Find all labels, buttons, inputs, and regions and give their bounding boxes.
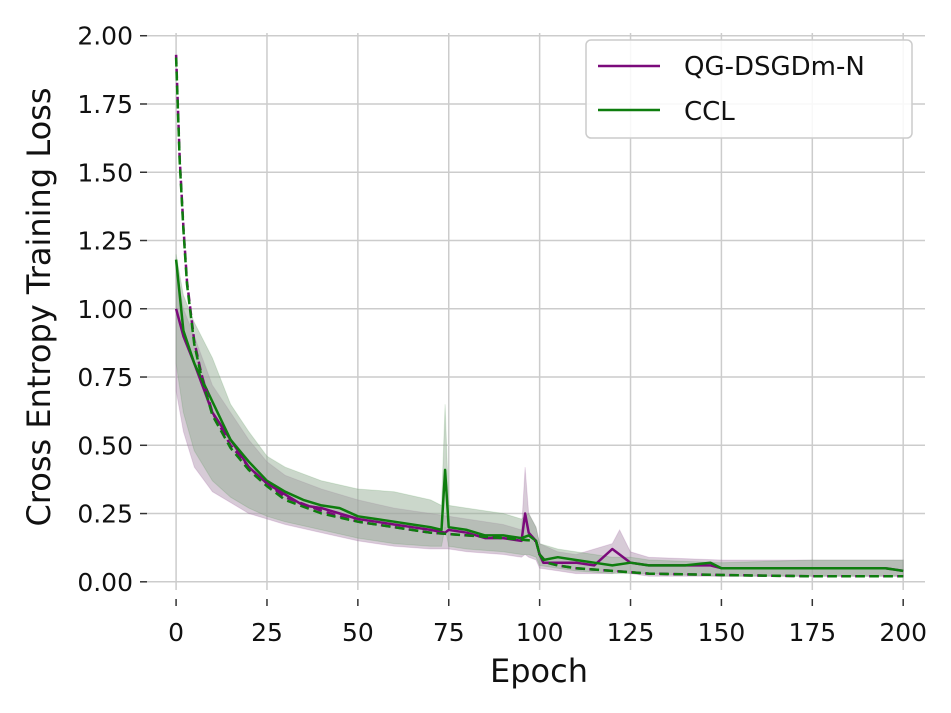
legend-box — [585, 39, 913, 139]
x-tick-label: 25 — [251, 618, 283, 647]
legend-label-ccl: CCL — [684, 97, 735, 127]
y-tick-label: 0.00 — [77, 568, 133, 597]
series-line-ccl-dashed — [174, 57, 904, 578]
x-tick-label: 175 — [788, 618, 836, 647]
x-tick-label: 50 — [342, 618, 374, 647]
y-axis-title: Cross Entropy Training Loss — [20, 87, 58, 526]
y-tick-label: 0.25 — [77, 500, 133, 529]
axis-ticks: 0 25 50 75 100 125 150 175 200 0.00 0.25 0.50 0.75 1.… — [77, 22, 927, 647]
x-tick-label: 100 — [516, 618, 564, 647]
y-tick-label: 1.00 — [77, 295, 133, 324]
y-tick-label: 0.50 — [77, 431, 133, 460]
y-tick-label: 1.75 — [77, 90, 133, 119]
y-tick-label: 1.50 — [77, 158, 133, 187]
band-tint-ccl — [176, 254, 904, 577]
x-tick-label: 125 — [607, 618, 655, 647]
x-tick-label: 0 — [168, 618, 184, 647]
legend-label-qg-dsgdm-n: QG-DSGDm-N — [684, 52, 865, 82]
y-tick-label: 1.25 — [77, 227, 133, 256]
series-line-ccl-solid — [174, 259, 904, 573]
x-tick-label: 75 — [433, 618, 465, 647]
y-tick-label: 2.00 — [77, 22, 133, 51]
series-lines — [174, 54, 904, 578]
x-axis-title: Epoch — [490, 652, 588, 690]
x-tick-label: 200 — [879, 618, 927, 647]
x-tick-label: 150 — [698, 618, 746, 647]
legend: QG-DSGDm-N CCL — [585, 39, 913, 139]
y-tick-label: 0.75 — [77, 363, 133, 392]
